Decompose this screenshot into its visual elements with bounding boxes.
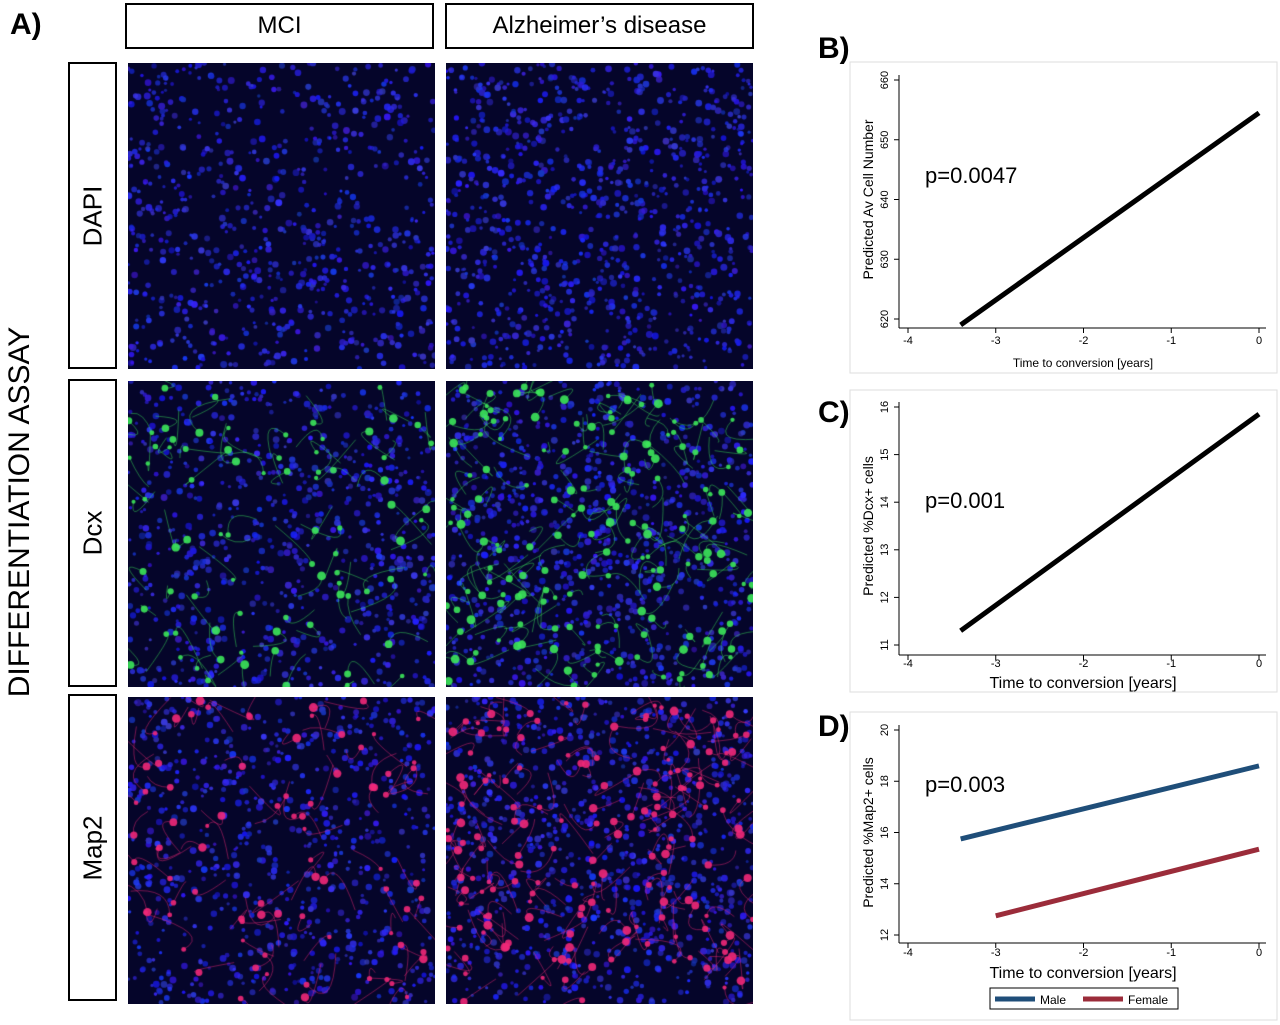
panel-letter: C): [818, 396, 850, 429]
x-tick-label: -1: [1166, 335, 1176, 347]
x-tick-label: -3: [991, 947, 1001, 959]
y-axis-label: Predicted Av Cell Number: [860, 119, 876, 279]
column-header-mci: MCI: [125, 3, 434, 49]
row-label-map2: Map2: [68, 694, 117, 1001]
column-header-ad: Alzheimer’s disease: [445, 3, 754, 49]
row-label-dcx: Dcx: [68, 379, 117, 687]
y-tick-label: 15: [879, 448, 891, 460]
x-tick-label: 0: [1256, 658, 1262, 670]
x-tick-label: -2: [1079, 335, 1089, 347]
y-tick-label: 14: [879, 878, 891, 890]
y-axis-label: Predicted %Map2+ cells: [860, 757, 876, 908]
legend-label: Female: [1128, 993, 1168, 1007]
y-axis-label: Predicted %Dcx+ cells: [860, 456, 876, 596]
y-tick-label: 13: [879, 544, 891, 556]
micrograph-mci-dcx: [128, 381, 435, 687]
y-tick-label: 620: [879, 310, 891, 328]
x-tick-label: 0: [1256, 947, 1262, 959]
series-line-fit: [959, 110, 1261, 328]
x-tick-label: -3: [991, 335, 1001, 347]
y-tick-label: 12: [879, 929, 891, 941]
y-tick-label: 11: [879, 639, 891, 650]
x-tick-label: -2: [1079, 947, 1089, 959]
chart-frame: [849, 711, 1278, 1021]
y-tick-label: 16: [879, 401, 891, 413]
y-tick-label: 12: [879, 591, 891, 603]
x-axis-label: Time to conversion [years]: [989, 965, 1176, 982]
y-tick-label: 640: [879, 190, 891, 208]
row-label-dapi: DAPI: [68, 62, 117, 369]
y-tick-label: 18: [879, 775, 891, 787]
x-tick-label: -4: [903, 947, 913, 959]
x-tick-label: -1: [1166, 658, 1176, 670]
x-tick-label: -2: [1079, 658, 1089, 670]
series-line-fit: [959, 412, 1261, 633]
x-axis-label: Time to conversion [years]: [989, 675, 1176, 692]
y-tick-label: 16: [879, 826, 891, 838]
x-tick-label: -4: [903, 658, 913, 670]
column-header-label: MCI: [257, 12, 302, 39]
micrograph-ad-dcx: [446, 381, 753, 687]
micrograph-ad-map2: [446, 697, 753, 1004]
series-line-female: [995, 846, 1260, 919]
p-value-annotation: p=0.0047: [925, 163, 1017, 188]
column-header-label: Alzheimer’s disease: [492, 12, 707, 39]
y-tick-label: 630: [879, 250, 891, 268]
series-line-male: [960, 763, 1260, 842]
p-value-annotation: p=0.001: [925, 488, 1005, 513]
chart-frame: [849, 61, 1278, 374]
y-tick-label: 650: [879, 131, 891, 149]
p-value-annotation: p=0.003: [925, 772, 1005, 797]
x-tick-label: -3: [991, 658, 1001, 670]
legend-label: Male: [1040, 993, 1066, 1007]
x-tick-label: -4: [903, 335, 913, 347]
micrograph-ad-dapi: [446, 63, 753, 369]
chart-frame: [849, 389, 1278, 693]
y-tick-label: 660: [879, 71, 891, 89]
micrograph-mci-map2: [128, 697, 435, 1004]
panel-letter: D): [818, 710, 850, 743]
y-tick-label: 20: [879, 724, 891, 736]
x-axis-label: Time to conversion [years]: [1013, 356, 1153, 370]
panel-a-letter: A): [10, 8, 42, 41]
x-tick-label: 0: [1256, 335, 1262, 347]
panel-letter: B): [818, 32, 850, 65]
y-tick-label: 14: [879, 496, 891, 508]
x-tick-label: -1: [1166, 947, 1176, 959]
micrograph-mci-dapi: [128, 63, 435, 369]
